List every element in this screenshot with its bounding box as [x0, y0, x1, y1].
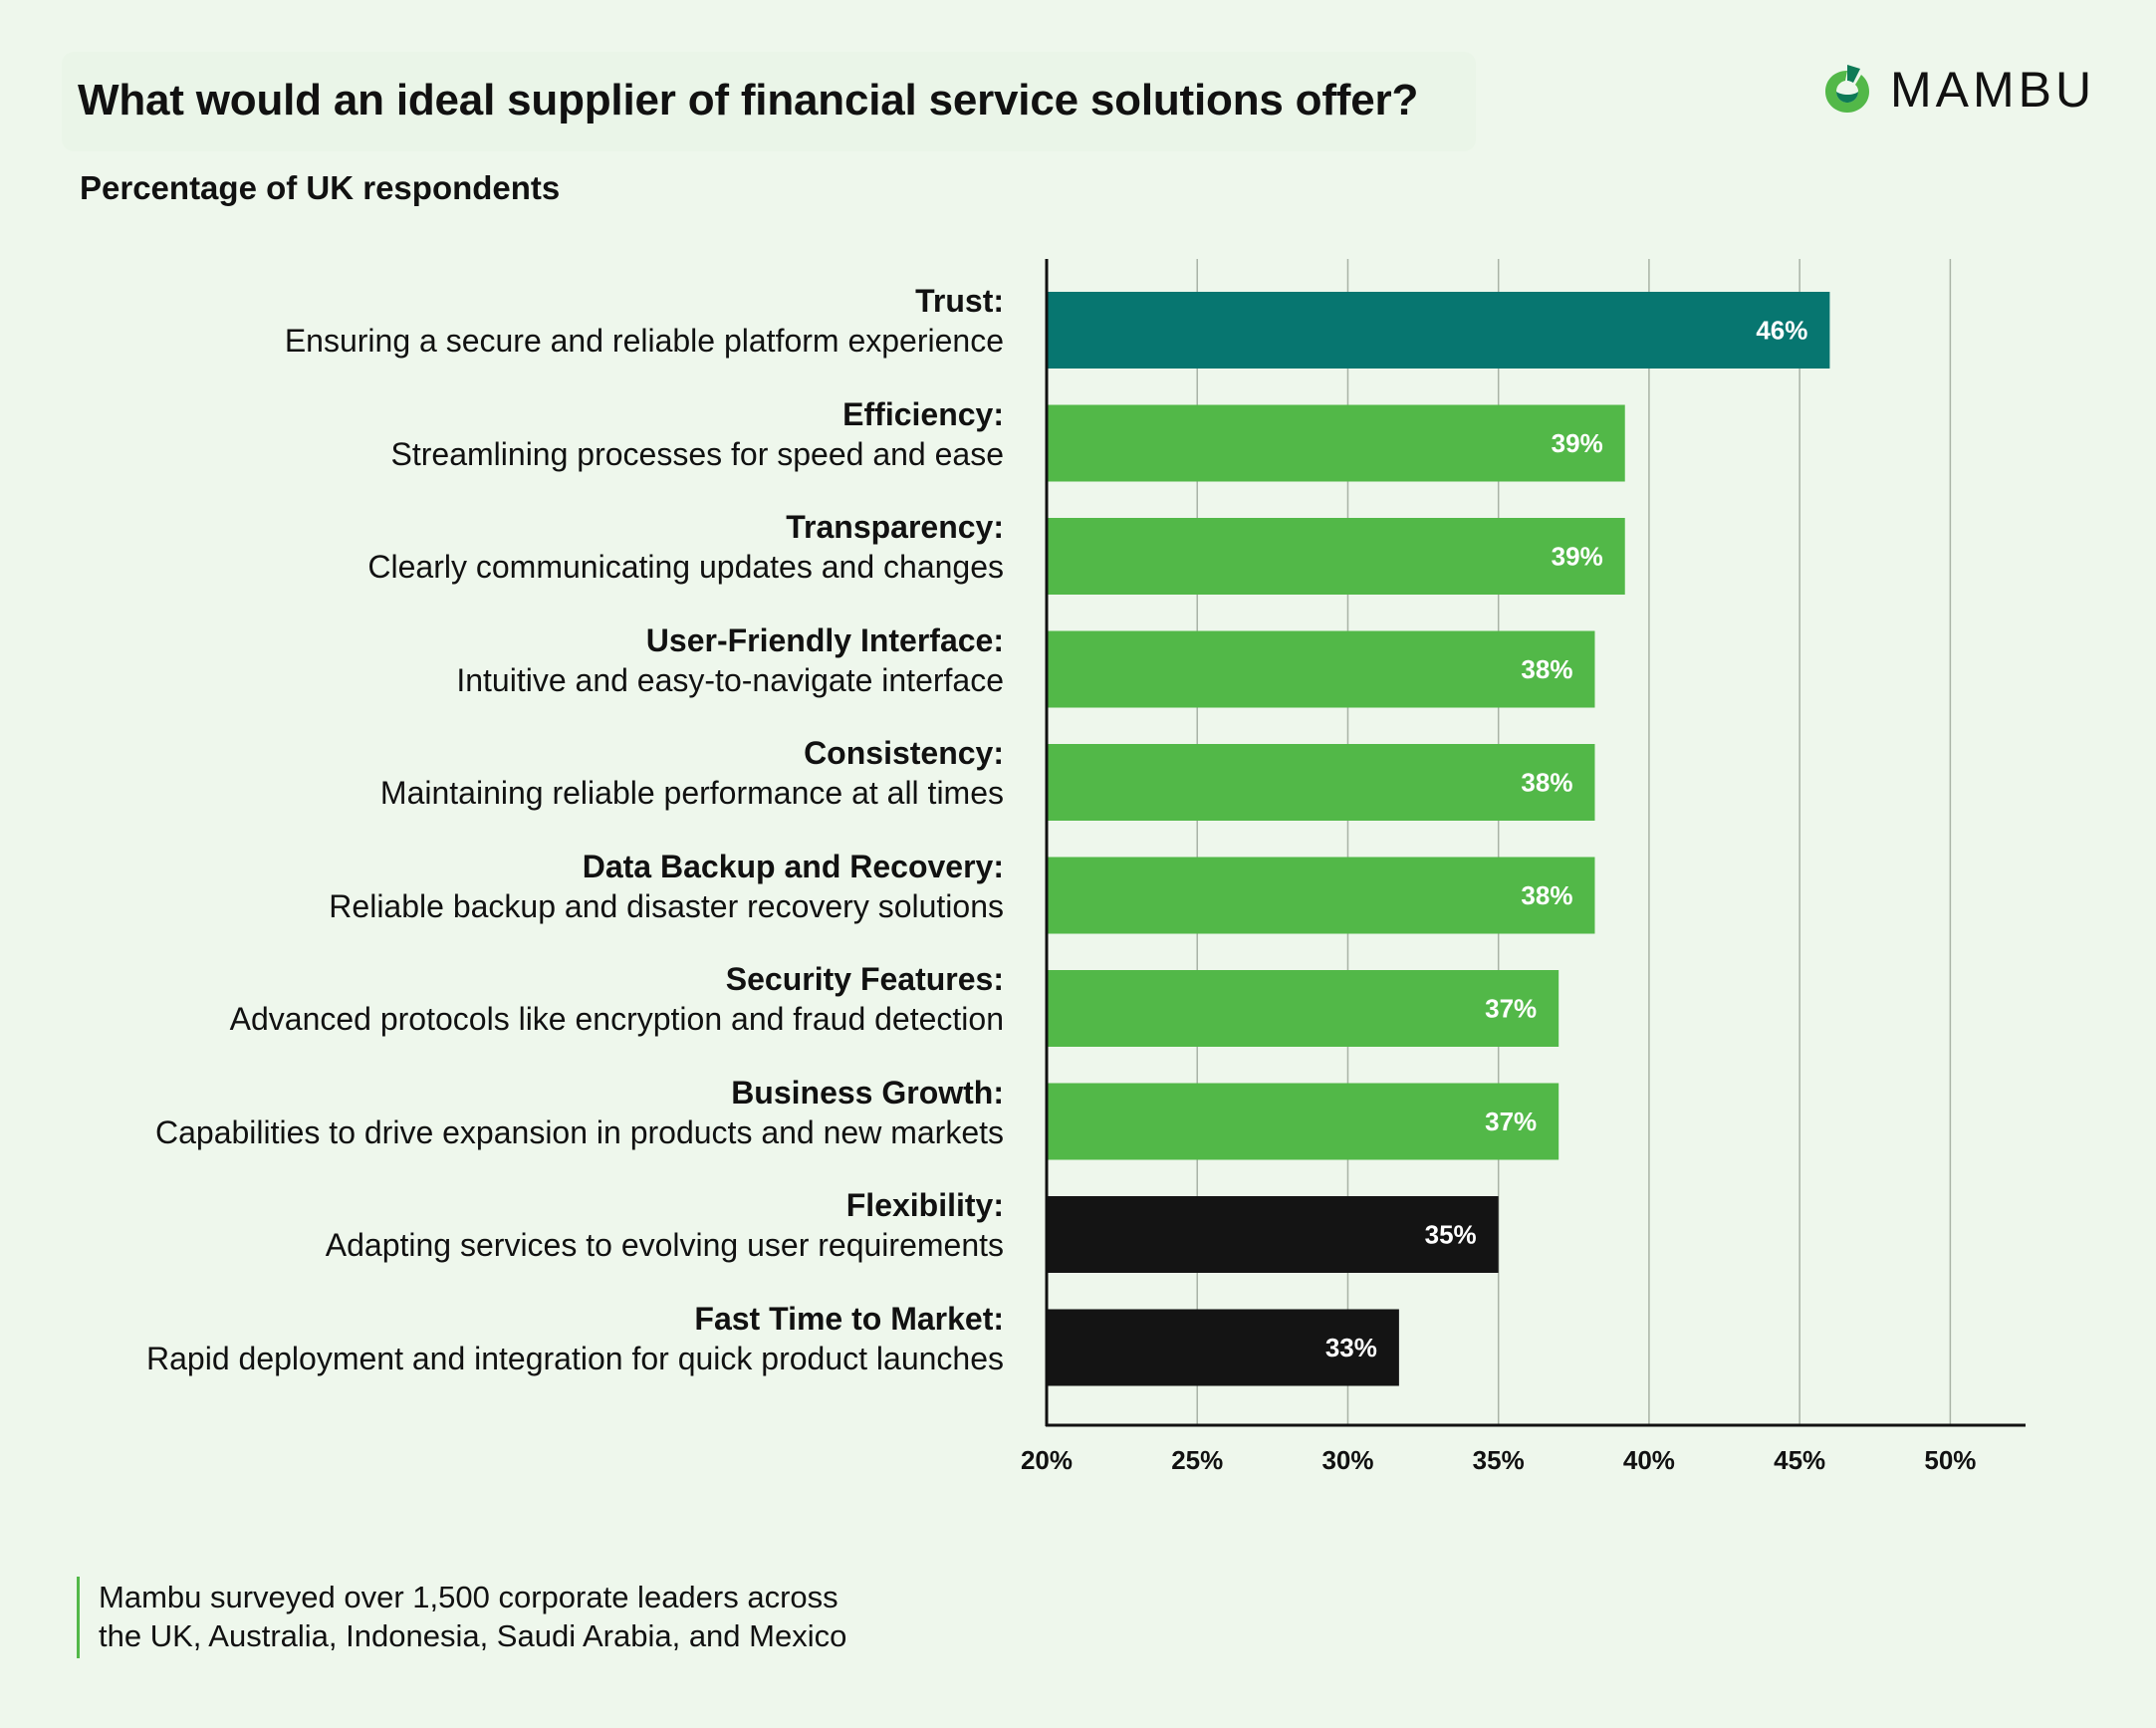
category-label-3: Transparency: Clearly communicating updat…	[40, 507, 1004, 587]
category-description: Ensuring a secure and reliable platform …	[284, 323, 1004, 359]
category-name: Consistency:	[804, 735, 1004, 771]
x-tick-label-40: 40%	[1623, 1445, 1675, 1475]
bar-1	[1047, 292, 1830, 369]
category-description: Intuitive and easy-to-navigate interface	[456, 661, 1004, 698]
x-tick-label-50: 50%	[1924, 1445, 1976, 1475]
category-name: Security Features:	[725, 961, 1004, 997]
bar-value-label-5: 38%	[1521, 768, 1572, 798]
bar-9	[1047, 1196, 1499, 1273]
x-tick-label-20: 20%	[1021, 1445, 1073, 1475]
category-label-2: Efficiency: Streamlining processes for sp…	[40, 394, 1004, 474]
category-description: Streamlining processes for speed and eas…	[390, 435, 1004, 472]
category-label-5: Consistency: Maintaining reliable perform…	[40, 733, 1004, 813]
category-name: User-Friendly Interface:	[645, 621, 1004, 658]
category-label-4: User-Friendly Interface: Intuitive and ea…	[40, 620, 1004, 700]
category-name: Fast Time to Market:	[694, 1300, 1004, 1337]
category-description: Capabilities to drive expansion in produ…	[154, 1113, 1004, 1150]
chart-subtitle: Percentage of UK respondents	[80, 169, 561, 206]
category-label-6: Data Backup and Recovery: Reliable backup…	[40, 847, 1004, 926]
bar-value-label-8: 37%	[1485, 1107, 1537, 1136]
bar-value-label-6: 38%	[1521, 880, 1572, 910]
bar-8	[1047, 1083, 1559, 1160]
bar-value-label-9: 35%	[1425, 1220, 1477, 1250]
category-description: Maintaining reliable performance at all …	[379, 775, 1004, 811]
footnote: Mambu surveyed over 1,500 corporate lead…	[99, 1578, 995, 1655]
bar-3	[1047, 518, 1625, 595]
category-label-9: Flexibility: Adapting services to evolvin…	[40, 1185, 1004, 1265]
category-description: Rapid deployment and integration for qui…	[146, 1340, 1004, 1376]
bar-value-label-2: 39%	[1552, 428, 1603, 458]
logo-wordmark: MAMBU	[1890, 62, 2096, 118]
bar-5	[1047, 744, 1595, 821]
category-label-10: Fast Time to Market: Rapid deployment and…	[40, 1299, 1004, 1378]
bar-2	[1047, 404, 1625, 482]
bar-10	[1047, 1309, 1399, 1386]
mambu-logo: MAMBU	[1820, 58, 2095, 122]
category-name: Business Growth:	[731, 1074, 1004, 1111]
bar-chart: 46% 39% 39% 38% 38% 38% 37% 37% 35% 33% 20% 25% 30% 3…	[1021, 259, 2026, 1475]
bar-value-label-10: 33%	[1325, 1333, 1377, 1362]
category-description: Clearly communicating updates and change…	[367, 549, 1004, 585]
bar-value-label-3: 39%	[1552, 542, 1603, 572]
category-name: Data Backup and Recovery:	[582, 848, 1004, 884]
category-description: Advanced protocols like encryption and f…	[229, 1001, 1004, 1037]
category-label-8: Business Growth: Capabilities to drive ex…	[40, 1073, 1004, 1152]
x-tick-label-35: 35%	[1473, 1445, 1525, 1475]
bar-value-label-7: 37%	[1485, 994, 1537, 1024]
category-name: Efficiency:	[842, 395, 1004, 432]
category-description: Adapting services to evolving user requi…	[325, 1227, 1004, 1263]
category-label-1: Trust: Ensuring a secure and reliable pla…	[40, 281, 1004, 361]
bar-value-label-1: 46%	[1756, 316, 1807, 346]
category-name: Transparency:	[786, 509, 1004, 545]
category-label-7: Security Features: Advanced protocols lik…	[40, 959, 1004, 1039]
x-tick-label-30: 30%	[1321, 1445, 1373, 1475]
bar-6	[1047, 857, 1595, 934]
x-tick-label-25: 25%	[1171, 1445, 1223, 1475]
chart-title: What would an ideal supplier of financia…	[78, 76, 1419, 124]
x-tick-label-45: 45%	[1774, 1445, 1825, 1475]
footnote-accent-bar	[77, 1577, 80, 1658]
bar-4	[1047, 630, 1595, 708]
category-labels: Trust: Ensuring a secure and reliable pla…	[40, 0, 1004, 1494]
bar-7	[1047, 970, 1559, 1047]
footnote-line-2: the UK, Australia, Indonesia, Saudi Arab…	[99, 1618, 847, 1653]
category-name: Flexibility:	[845, 1187, 1004, 1223]
footnote-line-1: Mambu surveyed over 1,500 corporate lead…	[99, 1580, 838, 1614]
category-description: Reliable backup and disaster recovery so…	[329, 887, 1004, 924]
mambu-logo-icon	[1825, 65, 1869, 113]
bar-value-label-4: 38%	[1521, 654, 1572, 684]
category-name: Trust:	[915, 283, 1004, 319]
title-band	[62, 52, 1476, 151]
